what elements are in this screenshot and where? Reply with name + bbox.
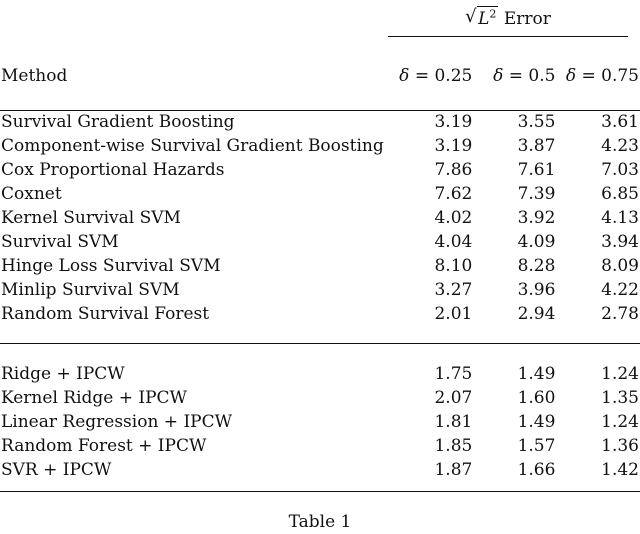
method-column-header: Method	[1, 66, 68, 86]
error-value: 1.57	[517, 436, 556, 456]
error-value: 2.01	[434, 304, 473, 324]
method-name: Random Survival Forest	[1, 304, 210, 324]
error-value: 3.87	[517, 136, 556, 156]
header-separator-rule	[0, 110, 640, 111]
error-value: 8.09	[601, 256, 639, 276]
error-value: 1.81	[434, 412, 473, 432]
section-spacer	[0, 326, 640, 362]
error-value: 1.24	[601, 412, 639, 432]
document-page: √ L2 Error Method δ = 0.25 δ = 0.5 δ = 0…	[0, 6, 640, 532]
method-name: Coxnet	[1, 184, 62, 204]
method-name: Linear Regression + IPCW	[1, 412, 233, 432]
error-value: 3.27	[434, 280, 473, 300]
error-value: 1.42	[601, 460, 639, 480]
error-value: 2.94	[517, 304, 556, 324]
table-caption: Table 1	[288, 512, 352, 532]
error-value: 7.03	[601, 160, 639, 180]
table-row: Component-wise Survival Gradient Boostin…	[0, 134, 640, 158]
delta-symbol: δ	[399, 66, 410, 86]
method-name: Hinge Loss Survival SVM	[1, 256, 221, 276]
header-spacer	[0, 88, 640, 110]
method-name: Ridge + IPCW	[1, 364, 125, 384]
error-value: 4.04	[434, 232, 473, 252]
sqrt-icon: √	[465, 6, 477, 27]
sqrt-expression: √ L2	[465, 6, 499, 31]
error-value: 1.60	[517, 388, 556, 408]
error-label: Error	[503, 9, 551, 29]
error-group-header: √ L2 Error	[388, 6, 628, 31]
table-row: Linear Regression + IPCW 1.81 1.49 1.24	[0, 410, 640, 434]
section-separator-rule	[0, 343, 640, 344]
delta-value: = 0.75	[581, 66, 640, 86]
error-value: 4.02	[434, 208, 473, 228]
table-row: Survival SVM 4.04 4.09 3.94	[0, 230, 640, 254]
error-value: 6.85	[601, 184, 639, 204]
method-name: Kernel Survival SVM	[1, 208, 181, 228]
group-header-rule	[388, 36, 628, 37]
error-value: 1.35	[601, 388, 639, 408]
error-value: 1.66	[517, 460, 556, 480]
error-value: 2.07	[434, 388, 473, 408]
delta-0-5-header: δ = 0.5	[472, 64, 555, 88]
table-row: Kernel Survival SVM 4.02 3.92 4.13	[0, 206, 640, 230]
error-value: 3.92	[517, 208, 556, 228]
method-name: Component-wise Survival Gradient Boostin…	[1, 136, 384, 156]
delta-symbol: δ	[493, 66, 504, 86]
table-row: Survival Gradient Boosting 3.19 3.55 3.61	[0, 110, 640, 134]
method-name: SVR + IPCW	[1, 460, 112, 480]
table-row: Ridge + IPCW 1.75 1.49 1.24	[0, 362, 640, 386]
error-value: 4.09	[517, 232, 556, 252]
error-value: 3.19	[434, 136, 473, 156]
column-header-row: Method δ = 0.25 δ = 0.5 δ = 0.75	[0, 64, 640, 88]
delta-value: = 0.5	[508, 66, 556, 86]
error-value: 8.28	[517, 256, 556, 276]
error-value: 7.86	[434, 160, 473, 180]
error-value: 1.49	[517, 364, 556, 384]
method-name: Random Forest + IPCW	[1, 436, 207, 456]
error-value: 3.19	[434, 112, 473, 132]
error-value: 1.85	[434, 436, 473, 456]
error-value: 1.24	[601, 364, 639, 384]
delta-value: = 0.25	[414, 66, 473, 86]
delta-0-75-header: δ = 0.75	[555, 64, 640, 88]
error-value: 1.49	[517, 412, 556, 432]
sqrt-radicand: L2	[477, 6, 499, 31]
error-value: 7.39	[517, 184, 556, 204]
table-row: Random Forest + IPCW 1.85 1.57 1.36	[0, 434, 640, 458]
error-value: 4.22	[601, 280, 639, 300]
table-row: Hinge Loss Survival SVM 8.10 8.28 8.09	[0, 254, 640, 278]
table-row: Minlip Survival SVM 3.27 3.96 4.22	[0, 278, 640, 302]
error-value: 4.13	[601, 208, 639, 228]
error-value: 7.62	[434, 184, 473, 204]
table-row: Random Survival Forest 2.01 2.94 2.78	[0, 302, 640, 326]
error-value: 1.75	[434, 364, 473, 384]
table-row: SVR + IPCW 1.87 1.66 1.42	[0, 458, 640, 482]
bottom-rule	[0, 491, 640, 492]
error-value: 8.10	[434, 256, 473, 276]
error-value: 3.96	[517, 280, 556, 300]
method-name: Survival SVM	[1, 232, 119, 252]
error-value: 3.55	[517, 112, 556, 132]
table-row: Kernel Ridge + IPCW 2.07 1.60 1.35	[0, 386, 640, 410]
error-value: 1.87	[434, 460, 473, 480]
results-table-body: Method δ = 0.25 δ = 0.5 δ = 0.75 Surviva…	[0, 64, 640, 482]
method-name: Survival Gradient Boosting	[1, 112, 235, 132]
error-value: 3.61	[601, 112, 639, 132]
method-name: Cox Proportional Hazards	[1, 160, 225, 180]
delta-symbol: δ	[565, 66, 577, 86]
error-value: 1.36	[601, 436, 639, 456]
delta-0-25-header: δ = 0.25	[389, 64, 473, 88]
results-table: Method δ = 0.25 δ = 0.5 δ = 0.75 Surviva…	[0, 64, 640, 482]
table-row: Coxnet 7.62 7.39 6.85	[0, 182, 640, 206]
method-name: Minlip Survival SVM	[1, 280, 180, 300]
error-value: 7.61	[517, 160, 556, 180]
norm-exponent: 2	[489, 7, 497, 21]
error-value: 2.78	[601, 304, 639, 324]
error-value: 3.94	[601, 232, 639, 252]
table-row: Cox Proportional Hazards 7.86 7.61 7.03	[0, 158, 640, 182]
error-value: 4.23	[601, 136, 639, 156]
method-name: Kernel Ridge + IPCW	[1, 388, 188, 408]
norm-symbol: L	[478, 9, 490, 29]
